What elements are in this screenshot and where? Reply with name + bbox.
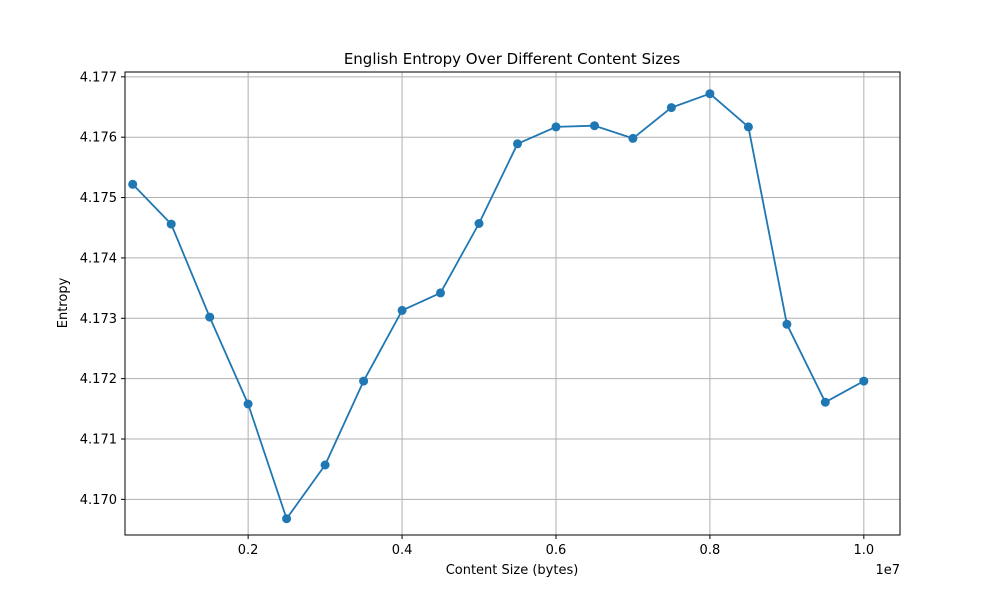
y-tick-label: 4.173 — [80, 312, 117, 327]
data-point — [743, 122, 753, 132]
data-point — [590, 121, 599, 131]
data-point — [705, 89, 715, 99]
y-tick-label: 4.170 — [80, 493, 117, 508]
data-point — [782, 319, 792, 329]
series-layer — [128, 89, 869, 524]
y-tick-label: 4.175 — [80, 191, 117, 206]
y-tick-label: 4.177 — [80, 70, 117, 85]
data-point — [397, 305, 407, 315]
plot-frame — [124, 71, 901, 536]
data-point — [820, 397, 830, 407]
data-point — [128, 179, 138, 189]
data-point — [243, 399, 253, 409]
y-tick-label: 4.171 — [80, 433, 117, 448]
y-axis: 4.170 4.171 4.172 4.173 4.174 4.175 4.176 4.177 — [80, 70, 125, 508]
data-point — [513, 139, 522, 149]
data-point — [320, 460, 330, 470]
x-tick-label: 0.8 — [700, 543, 721, 558]
data-point — [359, 376, 369, 386]
y-tick-label: 4.176 — [80, 131, 117, 146]
data-point — [166, 219, 176, 229]
chart-title: English Entropy Over Different Content S… — [344, 50, 681, 68]
x-tick-label: 0.2 — [238, 543, 259, 558]
data-point — [628, 133, 638, 143]
data-point — [205, 312, 215, 322]
x-tick-label: 1.0 — [853, 543, 874, 558]
data-point — [666, 103, 676, 113]
series-line — [132, 92, 865, 520]
data-point — [436, 288, 445, 298]
y-tick-label: 4.174 — [80, 251, 117, 266]
y-axis-title: Entropy — [56, 277, 71, 328]
data-point — [474, 219, 484, 228]
x-tick-label: 0.4 — [392, 543, 413, 558]
data-point — [551, 122, 561, 132]
y-tick-label: 4.172 — [80, 372, 117, 387]
x-axis: 0.2 0.4 0.6 0.8 1.0 — [238, 535, 874, 558]
data-point — [859, 376, 869, 386]
data-point — [282, 514, 292, 524]
x-axis-offset-label: 1e7 — [875, 563, 900, 578]
x-tick-label: 0.6 — [546, 543, 567, 558]
x-axis-title: Content Size (bytes) — [446, 563, 579, 578]
grid-lines — [125, 72, 900, 535]
